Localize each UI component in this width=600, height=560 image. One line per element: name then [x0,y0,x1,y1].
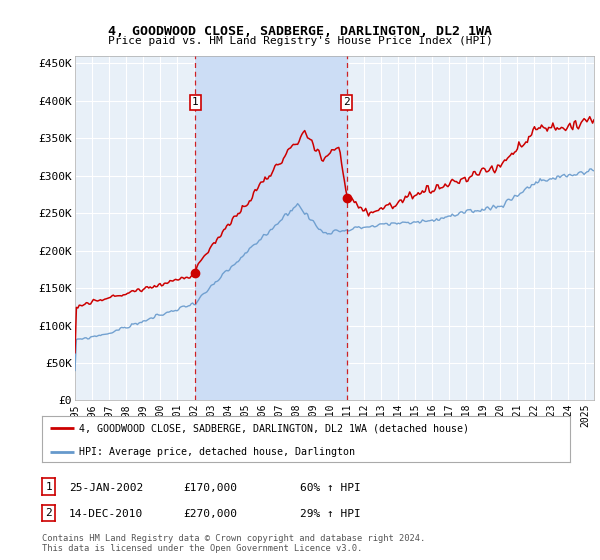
Text: 29% ↑ HPI: 29% ↑ HPI [300,509,361,519]
Text: Price paid vs. HM Land Registry's House Price Index (HPI): Price paid vs. HM Land Registry's House … [107,36,493,46]
Text: £270,000: £270,000 [183,509,237,519]
Text: 1: 1 [192,97,199,108]
Text: 2: 2 [45,508,52,518]
Text: 4, GOODWOOD CLOSE, SADBERGE, DARLINGTON, DL2 1WA: 4, GOODWOOD CLOSE, SADBERGE, DARLINGTON,… [108,25,492,38]
Text: 25-JAN-2002: 25-JAN-2002 [69,483,143,493]
Text: 60% ↑ HPI: 60% ↑ HPI [300,483,361,493]
Text: Contains HM Land Registry data © Crown copyright and database right 2024.
This d: Contains HM Land Registry data © Crown c… [42,534,425,553]
Text: 2: 2 [343,97,350,108]
Text: HPI: Average price, detached house, Darlington: HPI: Average price, detached house, Darl… [79,447,355,457]
Bar [196,56,347,400]
Text: 1: 1 [45,482,52,492]
Text: 4, GOODWOOD CLOSE, SADBERGE, DARLINGTON, DL2 1WA (detached house): 4, GOODWOOD CLOSE, SADBERGE, DARLINGTON,… [79,423,469,433]
Text: £170,000: £170,000 [183,483,237,493]
Text: 14-DEC-2010: 14-DEC-2010 [69,509,143,519]
